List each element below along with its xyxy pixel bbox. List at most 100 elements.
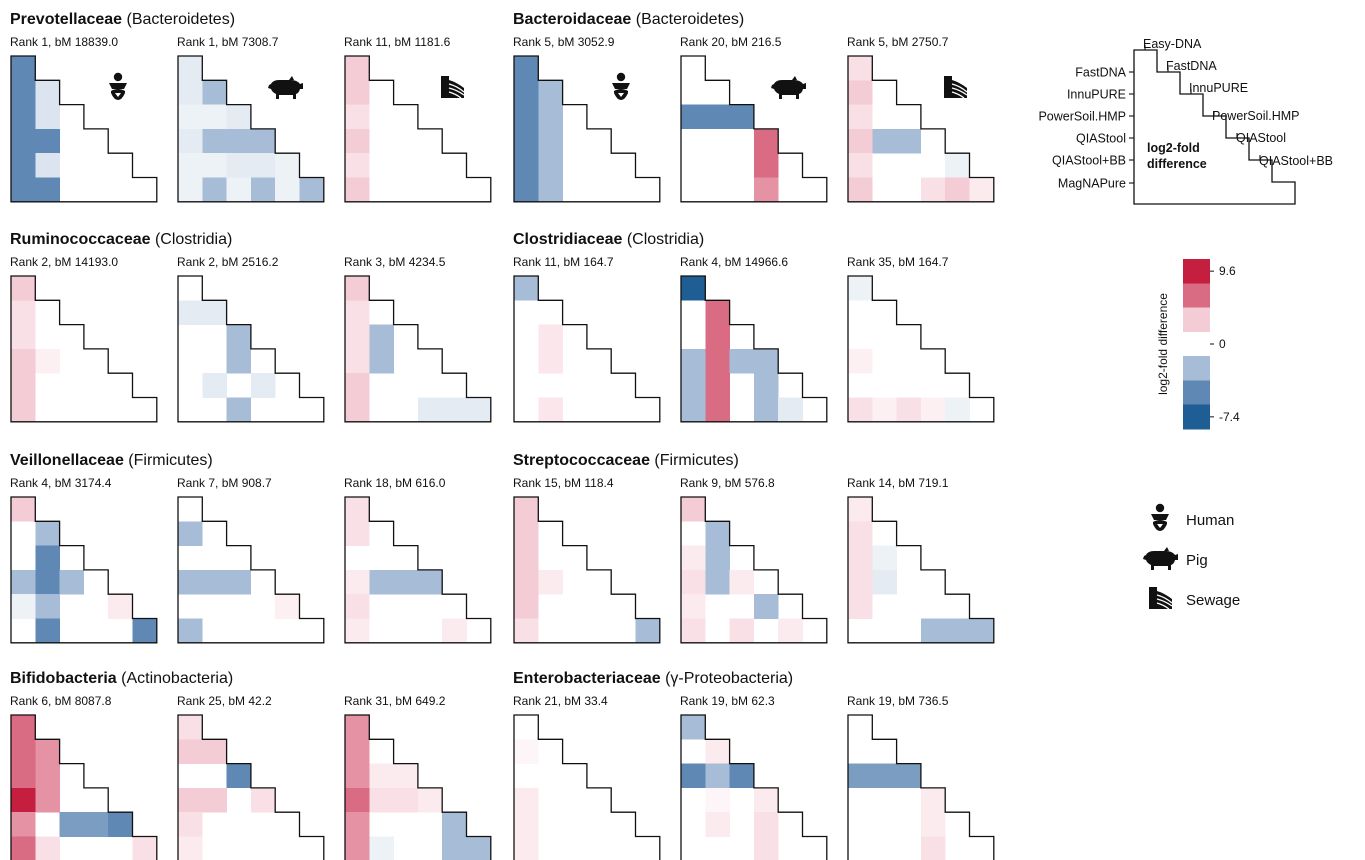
- heatmap-cell: [178, 80, 203, 105]
- panel-label: Rank 11, bM 164.7: [513, 255, 614, 269]
- key-method-left: QIAStool: [1076, 132, 1126, 146]
- panel-1: Rank 6, bM 8087.8: [10, 694, 158, 860]
- heatmap-cell: [848, 177, 873, 203]
- heatmap-cell: [848, 56, 873, 81]
- heatmap-cell: [705, 104, 730, 130]
- heatmap-cell: [11, 715, 36, 740]
- heatmap-cell: [35, 348, 60, 374]
- triangle-outline: [847, 55, 995, 203]
- heatmap-cell: [778, 397, 803, 423]
- key-method-top: QIAStool+BB: [1259, 154, 1333, 168]
- heatmap-cell: [250, 373, 276, 398]
- sewage-icon: [1148, 586, 1173, 610]
- heatmap-cell: [345, 373, 370, 398]
- heatmap-cell: [226, 763, 252, 789]
- heatmap-cell: [442, 397, 467, 423]
- heatmap-cell: [848, 763, 873, 789]
- heatmap-cell: [11, 324, 36, 350]
- method-key: FastDNA InnuPURE PowerSoil.HMP QIAStool QIAS…: [1038, 37, 1333, 205]
- panel-label: Rank 7, bM 908.7: [177, 476, 272, 490]
- heatmap-cell: [681, 397, 706, 423]
- family-phylum: (Firmicutes): [650, 452, 739, 469]
- heatmap-cell: [681, 594, 706, 619]
- key-method-left: InnuPURE: [1067, 88, 1126, 102]
- heatmap-cell: [681, 104, 706, 130]
- panel-label: Rank 9, bM 576.8: [680, 476, 775, 490]
- sewage-icon: [943, 75, 968, 99]
- baby-icon: [1151, 503, 1169, 531]
- heatmap-cell: [35, 177, 60, 203]
- panel-1: Rank 2, bM 14193.0: [10, 255, 158, 423]
- family-streptococcaceae: Streptococcaceae (Firmicutes) Rank 15, bM…: [513, 452, 995, 644]
- heatmap-cell: [226, 397, 252, 423]
- heatmap-cell: [514, 153, 539, 178]
- heatmap-cell: [635, 618, 661, 644]
- triangle-outline: [10, 275, 158, 423]
- heatmap-cell: [178, 739, 203, 764]
- heatmap-cell: [178, 715, 203, 740]
- heatmap-cell: [848, 569, 873, 595]
- colorbar-title: log2-fold difference: [1156, 293, 1170, 395]
- family-bifidobacteria: Bifidobacteria (Actinobacteria) Rank 6, b…: [10, 670, 492, 860]
- heatmap-cell: [345, 594, 370, 619]
- heatmap-cell: [226, 177, 252, 203]
- heatmap-cell: [729, 104, 755, 130]
- heatmap-cell: [778, 618, 803, 644]
- heatmap-cell: [514, 128, 539, 154]
- heatmap-cell: [35, 153, 60, 178]
- heatmap-cell: [11, 104, 36, 130]
- heatmap-cell: [514, 545, 539, 571]
- heatmap-cell: [369, 324, 394, 350]
- heatmap-cell: [538, 324, 563, 350]
- family-phylum: (Actinobacteria): [117, 670, 234, 687]
- heatmap-cell: [969, 177, 995, 203]
- panel-1: Rank 11, bM 164.7: [513, 255, 661, 423]
- heatmap-cell: [538, 128, 563, 154]
- heatmap-cell: [417, 397, 443, 423]
- heatmap-cell: [848, 153, 873, 178]
- heatmap-cell: [872, 128, 897, 154]
- heatmap-cell: [11, 300, 36, 325]
- heatmap-cell: [945, 177, 970, 203]
- heatmap-cell: [345, 300, 370, 325]
- heatmap-cell: [178, 300, 203, 325]
- heatmap-cell: [178, 787, 203, 813]
- panel-label: Rank 2, bM 14193.0: [10, 255, 118, 269]
- heatmap-cell: [442, 836, 467, 860]
- heatmap-cell: [250, 153, 276, 178]
- heatmap-cell: [345, 177, 370, 203]
- family-title: Clostridiaceae (Clostridia): [513, 231, 704, 248]
- family-veillonellaceae: Veillonellaceae (Firmicutes) Rank 4, bM 3…: [10, 452, 492, 644]
- triangle-outline: [344, 55, 492, 203]
- heatmap-cell: [35, 521, 60, 546]
- heatmap-cell: [132, 618, 158, 644]
- heatmap-cell: [226, 128, 252, 154]
- triangle-outline: [847, 714, 995, 860]
- heatmap-cell: [705, 763, 730, 789]
- heatmap-cell: [275, 177, 300, 203]
- heatmap-cell: [848, 104, 873, 130]
- heatmap-cell: [11, 787, 36, 813]
- heatmap-cell: [345, 618, 370, 644]
- panel-1: Rank 1, bM 18839.0: [10, 35, 158, 203]
- heatmap-cell: [11, 56, 36, 81]
- legend-label: Human: [1186, 512, 1234, 529]
- triangle-outline: [513, 714, 661, 860]
- heatmap-cell: [202, 128, 227, 154]
- heatmap-cell: [514, 569, 539, 595]
- heatmap-cell: [35, 80, 60, 105]
- heatmap-cell: [11, 80, 36, 105]
- heatmap-cell: [920, 812, 946, 837]
- family-enterobacteriaceae: Enterobacteriaceae (γ-Proteobacteria) Ran…: [513, 670, 995, 860]
- panel-label: Rank 14, bM 719.1: [847, 476, 949, 490]
- family-title: Bacteroidaceae (Bacteroidetes): [513, 11, 744, 28]
- key-method-top: Easy-DNA: [1143, 37, 1202, 51]
- heatmap-cell: [202, 300, 227, 325]
- heatmap-cell: [369, 836, 394, 860]
- family-name: Veillonellaceae: [10, 452, 124, 469]
- heatmap-cell: [705, 739, 730, 764]
- sewage-icon: [440, 75, 465, 99]
- heatmap-cell: [514, 497, 539, 522]
- heatmap-cell: [11, 569, 36, 595]
- triangle-outline: [513, 496, 661, 644]
